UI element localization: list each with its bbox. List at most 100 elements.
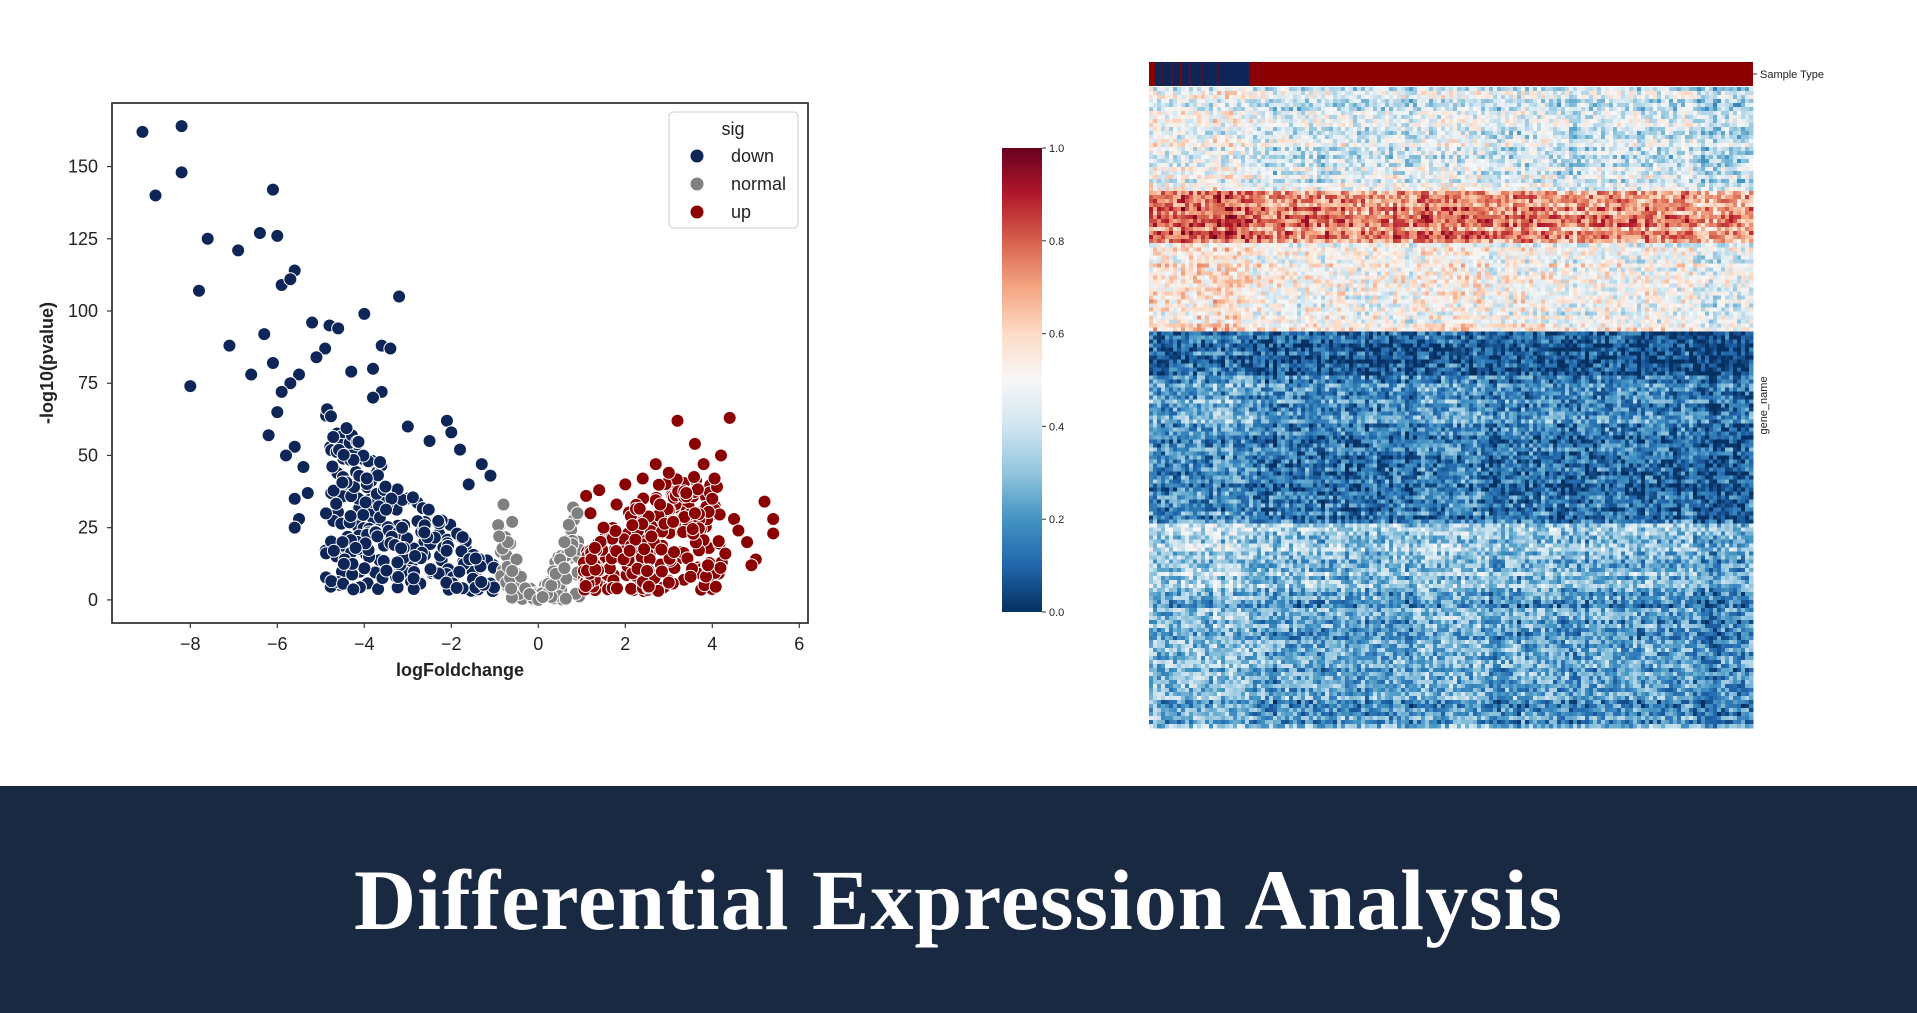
heatmap-cell: [1241, 131, 1246, 136]
heatmap-cell: [1661, 111, 1666, 116]
heatmap-cell: [1453, 131, 1458, 136]
heatmap-cell: [1569, 139, 1574, 144]
heatmap-cell: [1537, 147, 1542, 152]
heatmap-cell: [1153, 175, 1158, 180]
heatmap-cell: [1617, 87, 1622, 92]
heatmap-cell: [1377, 91, 1382, 96]
heatmap-cell: [1585, 187, 1590, 192]
heatmap-cell: [1485, 159, 1490, 164]
heatmap-cell: [1165, 103, 1170, 108]
heatmap-cell: [1629, 131, 1634, 136]
heatmap-cell: [1709, 115, 1714, 120]
heatmap-cell: [1253, 131, 1258, 136]
heatmap-cell: [1425, 159, 1430, 164]
heatmap-cell: [1461, 159, 1466, 164]
heatmap-cell: [1485, 131, 1490, 136]
heatmap-cell: [1613, 127, 1618, 132]
heatmap-cell: [1617, 91, 1622, 96]
heatmap-cell: [1281, 91, 1286, 96]
heatmap-cell: [1333, 123, 1338, 128]
x-tick-label: −2: [441, 634, 462, 654]
heatmap-cell: [1577, 99, 1582, 104]
heatmap-cell: [1169, 179, 1174, 184]
heatmap-cell: [1245, 139, 1250, 144]
heatmap-cell: [1213, 87, 1218, 92]
heatmap-cell: [1337, 111, 1342, 116]
heatmap-cell: [1689, 175, 1694, 180]
heatmap-cell: [1169, 87, 1174, 92]
heatmap-cell: [1257, 167, 1262, 172]
heatmap-cell: [1237, 127, 1242, 132]
heatmap-cell: [1733, 135, 1738, 140]
heatmap-cell: [1369, 139, 1374, 144]
heatmap-cell: [1353, 171, 1358, 176]
heatmap-cell: [1545, 195, 1550, 200]
heatmap-cell: [1537, 195, 1542, 200]
heatmap-cell: [1669, 151, 1674, 156]
heatmap-cell: [1201, 183, 1206, 188]
heatmap-cell: [1545, 127, 1550, 132]
heatmap-cell: [1741, 123, 1746, 128]
heatmap-cell: [1601, 119, 1606, 124]
heatmap-cell: [1425, 131, 1430, 136]
heatmap-cell: [1401, 151, 1406, 156]
heatmap-cell: [1321, 123, 1326, 128]
heatmap-cell: [1469, 119, 1474, 124]
heatmap-cell: [1685, 187, 1690, 192]
down-point: [474, 575, 489, 590]
heatmap-cell: [1161, 99, 1166, 104]
heatmap-cell: [1705, 171, 1710, 176]
heatmap-cell: [1501, 139, 1506, 144]
heatmap-cell: [1657, 187, 1662, 192]
heatmap-cell: [1565, 191, 1570, 196]
heatmap-cell: [1549, 171, 1554, 176]
heatmap-cell: [1261, 123, 1266, 128]
x-tick-label: 6: [794, 634, 804, 654]
heatmap-cell: [1525, 135, 1530, 140]
heatmap-cell: [1421, 123, 1426, 128]
heatmap-cell: [1653, 167, 1658, 172]
heatmap-cell: [1365, 147, 1370, 152]
heatmap-cell: [1377, 151, 1382, 156]
heatmap-cell: [1245, 91, 1250, 96]
heatmap-cell: [1297, 175, 1302, 180]
heatmap-cell: [1197, 103, 1202, 108]
heatmap-cell: [1161, 123, 1166, 128]
heatmap-cell: [1653, 183, 1658, 188]
heatmap-cell: [1301, 195, 1306, 200]
heatmap-cell: [1473, 195, 1478, 200]
heatmap-cell: [1437, 103, 1442, 108]
heatmap-cell: [1673, 191, 1678, 196]
heatmap-cell: [1577, 163, 1582, 168]
heatmap-cell: [1453, 187, 1458, 192]
heatmap-cell: [1377, 183, 1382, 188]
heatmap-cell: [1449, 187, 1454, 192]
heatmap-cell: [1553, 143, 1558, 148]
heatmap-cell: [1589, 143, 1594, 148]
heatmap-cell: [1733, 183, 1738, 188]
heatmap-cell: [1489, 95, 1494, 100]
heatmap-cell: [1413, 111, 1418, 116]
heatmap-cell: [1433, 111, 1438, 116]
heatmap-cell: [1601, 179, 1606, 184]
heatmap-cell: [1681, 151, 1686, 156]
heatmap-cell: [1713, 135, 1718, 140]
heatmap-cell: [1741, 127, 1746, 132]
heatmap-cell: [1585, 131, 1590, 136]
heatmap-cell: [1525, 87, 1530, 92]
heatmap-cell: [1409, 167, 1414, 172]
heatmap-cell: [1481, 107, 1486, 112]
heatmap-cell: [1661, 103, 1666, 108]
heatmap-cell: [1429, 147, 1434, 152]
heatmap-cell: [1325, 191, 1330, 196]
heatmap-cell: [1389, 119, 1394, 124]
heatmap-cell: [1177, 171, 1182, 176]
heatmap-cell: [1749, 143, 1754, 148]
heatmap-cell: [1225, 107, 1230, 112]
heatmap-cell: [1409, 135, 1414, 140]
heatmap-cell: [1305, 147, 1310, 152]
heatmap-cell: [1309, 127, 1314, 132]
heatmap-cell: [1501, 95, 1506, 100]
heatmap-cell: [1317, 131, 1322, 136]
heatmap-cell: [1241, 159, 1246, 164]
